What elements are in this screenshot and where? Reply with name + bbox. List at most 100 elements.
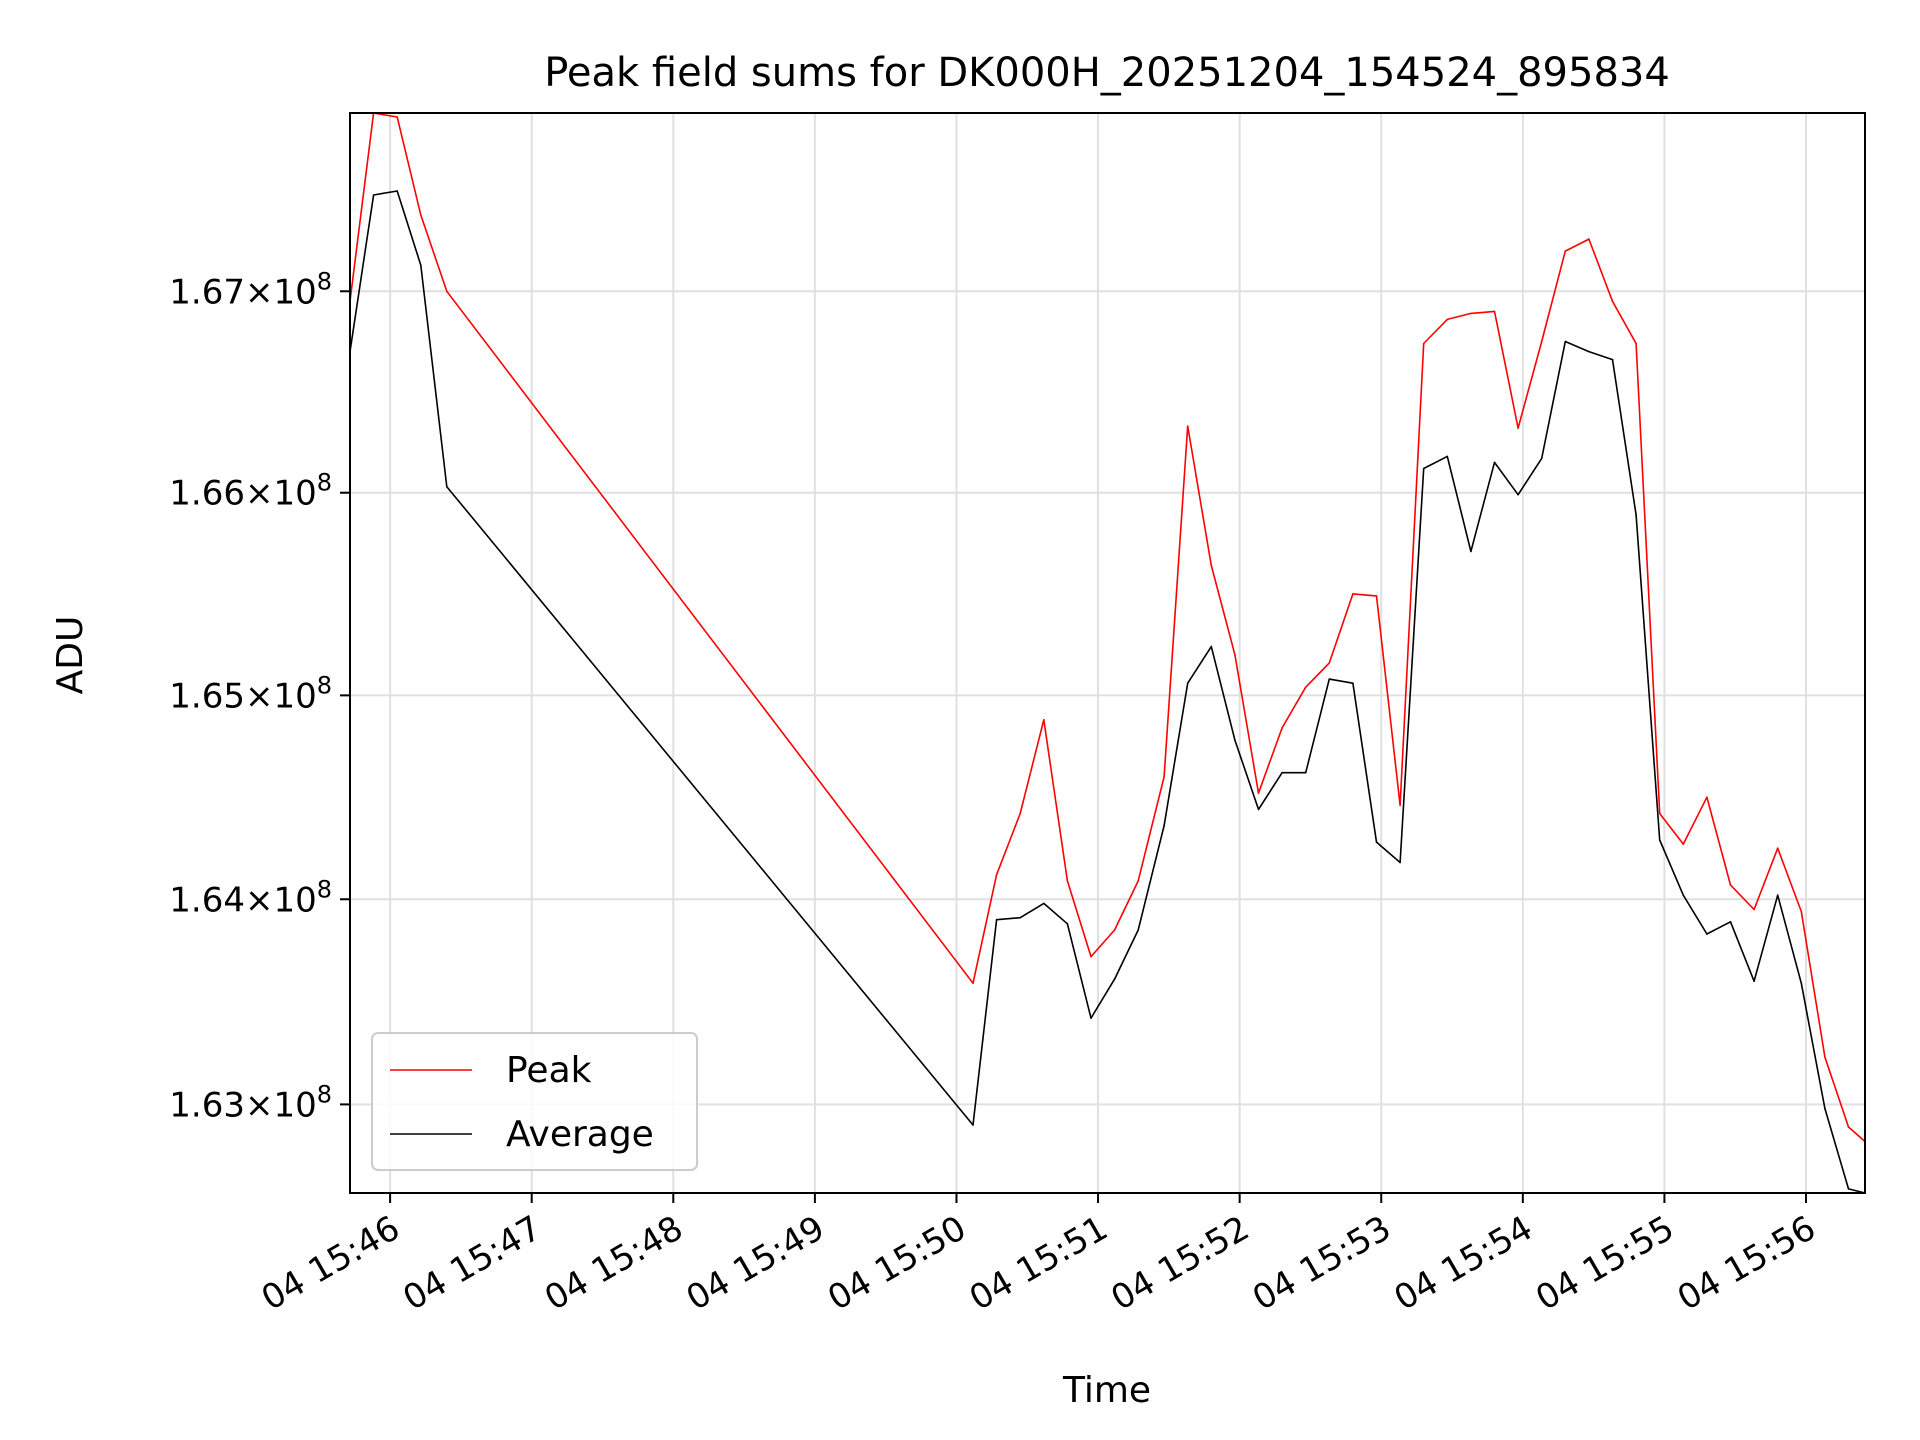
data-point-average xyxy=(1163,824,1165,827)
data-point-average xyxy=(1635,514,1637,516)
data-point-average xyxy=(1281,771,1283,774)
data-point-peak xyxy=(1163,776,1165,778)
data-point-peak xyxy=(1611,300,1614,303)
data-point-average xyxy=(1422,467,1425,470)
data-point-average xyxy=(1682,894,1685,896)
data-point-average xyxy=(396,190,399,192)
data-point-peak xyxy=(1493,310,1496,313)
data-point-average xyxy=(1375,841,1378,843)
data-point-peak xyxy=(1635,342,1637,345)
data-point-average xyxy=(1257,808,1260,811)
data-point-peak xyxy=(995,873,998,876)
data-point-peak xyxy=(1066,880,1069,882)
chart-title: Peak field sums for DK000H_20251204_1545… xyxy=(544,50,1670,96)
y-axis-label: ADU xyxy=(50,616,91,695)
y-tick-base: ×10 xyxy=(245,474,317,514)
y-tick-exponent: 8 xyxy=(317,469,332,497)
data-point-peak xyxy=(1043,719,1045,721)
data-point-average xyxy=(1800,982,1803,984)
data-point-average xyxy=(1540,457,1543,460)
data-point-peak xyxy=(1658,812,1661,815)
y-tick-mantissa: 1.63 xyxy=(169,1085,245,1125)
data-point-average xyxy=(1729,921,1732,923)
data-point-average xyxy=(1493,461,1496,464)
x-axis-label: Time xyxy=(1062,1370,1151,1411)
data-point-average xyxy=(1019,916,1021,919)
data-point-peak xyxy=(1517,427,1519,429)
data-point-peak xyxy=(396,116,399,118)
y-tick-exponent: 8 xyxy=(317,671,332,699)
data-point-average xyxy=(1234,739,1236,741)
data-point-peak xyxy=(1210,564,1213,567)
data-point-average xyxy=(1824,1107,1826,1110)
data-point-average xyxy=(995,918,998,921)
legend-label-peak: Peak xyxy=(506,1050,592,1091)
data-point-peak xyxy=(1257,792,1260,794)
data-point-peak xyxy=(1847,1126,1850,1128)
data-point-average xyxy=(972,1124,974,1126)
y-tick-label: 1.66×108 xyxy=(169,469,332,514)
data-point-peak xyxy=(1800,910,1803,913)
data-point-peak xyxy=(1399,804,1401,807)
data-point-peak xyxy=(1729,884,1732,886)
data-point-average xyxy=(1564,340,1567,343)
data-point-average xyxy=(372,194,375,196)
data-point-average xyxy=(1352,682,1354,684)
data-point-peak xyxy=(1375,595,1378,597)
y-tick-mantissa: 1.67 xyxy=(169,272,245,312)
data-point-peak xyxy=(1281,727,1283,729)
data-point-average xyxy=(1470,550,1472,553)
legend: Peak Average xyxy=(371,1032,698,1171)
data-point-average xyxy=(1588,350,1590,353)
y-tick-label: 1.67×108 xyxy=(169,267,332,312)
y-tick-exponent: 8 xyxy=(317,875,332,903)
data-point-average xyxy=(1706,933,1708,935)
data-point-average xyxy=(420,264,422,267)
data-point-average xyxy=(1113,978,1116,980)
data-point-peak xyxy=(1422,342,1425,345)
data-point-peak xyxy=(1304,686,1307,688)
data-point-average xyxy=(1137,929,1139,931)
data-point-average xyxy=(1186,682,1189,684)
data-point-average xyxy=(1399,861,1401,864)
y-tick-base: ×10 xyxy=(245,676,317,716)
y-tick-base: ×10 xyxy=(245,880,317,920)
y-tick-base: ×10 xyxy=(245,1085,317,1125)
data-point-peak xyxy=(1352,593,1354,595)
data-point-average xyxy=(1066,923,1069,925)
data-point-peak xyxy=(1113,929,1116,931)
data-point-average xyxy=(1090,1017,1092,1019)
data-point-peak xyxy=(1470,312,1472,315)
data-point-average xyxy=(1847,1188,1850,1190)
y-tick-exponent: 8 xyxy=(317,267,332,295)
series-line-average xyxy=(349,190,1866,1194)
legend-box xyxy=(371,1032,698,1171)
data-point-peak xyxy=(1446,318,1449,321)
y-tick-mantissa: 1.66 xyxy=(169,474,245,514)
data-point-peak xyxy=(1588,238,1590,240)
y-tick-mantissa: 1.65 xyxy=(169,676,245,716)
series-line-peak xyxy=(349,112,1866,1143)
data-point-peak xyxy=(1776,847,1779,849)
y-tick-label: 1.63×108 xyxy=(169,1080,332,1125)
y-tick-label: 1.65×108 xyxy=(169,671,332,716)
y-tick-label: 1.64×108 xyxy=(169,875,332,920)
plot-frame xyxy=(349,112,1866,1194)
data-point-average xyxy=(1210,645,1213,648)
legend-label-average: Average xyxy=(506,1114,654,1155)
y-tick-exponent: 8 xyxy=(317,1080,332,1108)
data-point-average xyxy=(1328,678,1331,680)
data-point-peak xyxy=(1540,340,1543,343)
data-point-peak xyxy=(1186,425,1189,427)
data-point-average xyxy=(1753,980,1755,982)
data-point-peak xyxy=(1137,880,1139,882)
data-point-peak xyxy=(446,290,448,293)
y-tick-mantissa: 1.64 xyxy=(169,880,245,920)
grid xyxy=(350,113,1865,1193)
data-point-peak xyxy=(1328,662,1331,664)
data-point-peak xyxy=(1824,1056,1826,1058)
data-point-peak xyxy=(1234,653,1236,656)
